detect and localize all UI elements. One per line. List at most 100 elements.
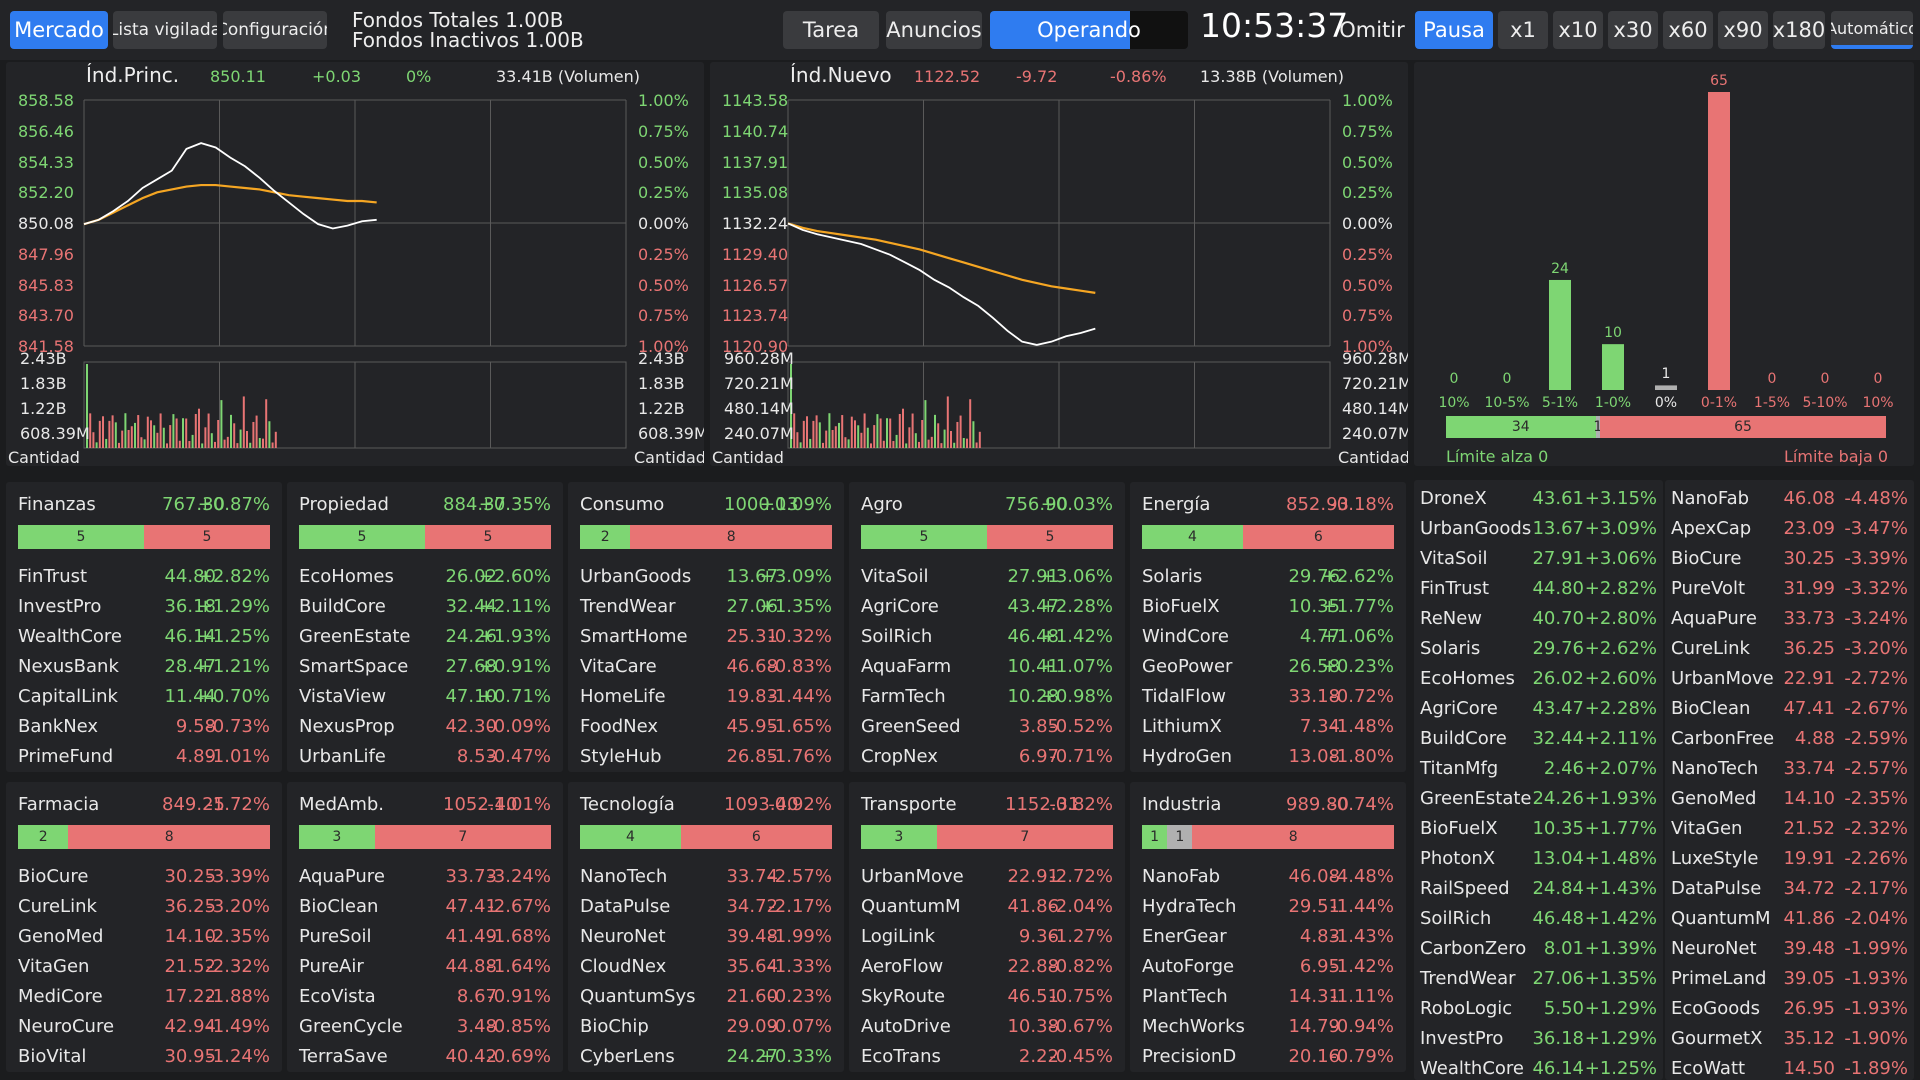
sector-card[interactable]: Transporte 1152.31 -0.82% 3 7 UrbanMove 22.91-… <box>849 782 1125 1072</box>
list-item[interactable]: TitanMfg 2.46 +2.07% <box>1420 758 1657 780</box>
list-item[interactable]: NanoTech 33.74 -2.57% <box>1671 758 1908 780</box>
list-item[interactable]: VitaSoil 27.91 +3.06% <box>1420 548 1657 570</box>
list-item[interactable]: PhotonX 13.04 +1.48% <box>1420 848 1657 870</box>
stock-row[interactable]: GreenSeed 3.85 -0.52% <box>861 716 1113 738</box>
stock-row[interactable]: BioClean 47.41 -2.67% <box>299 896 551 918</box>
stock-row[interactable]: EcoTrans 2.22 -0.45% <box>861 1046 1113 1068</box>
stock-row[interactable]: VitaCare 46.68 -0.83% <box>580 656 832 678</box>
stock-row[interactable]: CureLink 36.25 -3.20% <box>18 896 270 918</box>
stock-row[interactable]: GreenEstate 24.26 +1.93% <box>299 626 551 648</box>
stock-row[interactable]: InvestPro 36.18 +1.29% <box>18 596 270 618</box>
stock-row[interactable]: UrbanGoods 13.67 +3.09% <box>580 566 832 588</box>
list-item[interactable]: GreenEstate 24.26 +1.93% <box>1420 788 1657 810</box>
list-item[interactable]: QuantumM 41.86 -2.04% <box>1671 908 1908 930</box>
list-item[interactable]: EcoGoods 26.95 -1.93% <box>1671 998 1908 1020</box>
speed-x30-button[interactable]: x30 <box>1608 11 1658 49</box>
stock-row[interactable]: PlantTech 14.31 -1.11% <box>1142 986 1394 1008</box>
stock-row[interactable]: WindCore 4.77 +1.06% <box>1142 626 1394 648</box>
list-item[interactable]: UrbanGoods 13.67 +3.09% <box>1420 518 1657 540</box>
list-item[interactable]: AquaPure 33.73 -3.24% <box>1671 608 1908 630</box>
stock-row[interactable]: DataPulse 34.72 -2.17% <box>580 896 832 918</box>
sector-card[interactable]: MedAmb. 1052.40 -1.01% 3 7 AquaPure 33.73 -3.24… <box>287 782 563 1072</box>
tab-settings[interactable]: Configuración <box>223 11 327 49</box>
stock-row[interactable]: MediCore 17.22 -1.88% <box>18 986 270 1008</box>
stock-row[interactable]: GreenCycle 3.48 -0.85% <box>299 1016 551 1038</box>
list-item[interactable]: DataPulse 34.72 -2.17% <box>1671 878 1908 900</box>
speed-x1-button[interactable]: x1 <box>1498 11 1548 49</box>
stock-row[interactable]: TerraSave 40.42 -0.69% <box>299 1046 551 1068</box>
stock-row[interactable]: HydroGen 13.08 -1.80% <box>1142 746 1394 768</box>
list-item[interactable]: DroneX 43.61 +3.15% <box>1420 488 1657 510</box>
stock-row[interactable]: EcoVista 8.67 -0.91% <box>299 986 551 1008</box>
stock-row[interactable]: QuantumSys 21.60 -0.23% <box>580 986 832 1008</box>
list-item[interactable]: EcoHomes 26.02 +2.60% <box>1420 668 1657 690</box>
stock-row[interactable]: FarmTech 10.28 +0.98% <box>861 686 1113 708</box>
stock-row[interactable]: AquaFarm 10.41 +1.07% <box>861 656 1113 678</box>
stock-row[interactable]: HomeLife 19.83 -1.44% <box>580 686 832 708</box>
sector-card[interactable]: Tecnología 1093.40 -0.92% 4 6 NanoTech 33.74 -2… <box>568 782 844 1072</box>
list-item[interactable]: LuxeStyle 19.91 -2.26% <box>1671 848 1908 870</box>
auto-button[interactable]: Automático <box>1831 11 1913 49</box>
stock-row[interactable]: PureAir 44.88 -1.64% <box>299 956 551 978</box>
tab-market[interactable]: Mercado <box>10 11 108 49</box>
stock-row[interactable]: NeuroNet 39.48 -1.99% <box>580 926 832 948</box>
stock-row[interactable]: CyberLens 24.27 +0.33% <box>580 1046 832 1068</box>
stock-row[interactable]: MechWorks 14.79 -0.94% <box>1142 1016 1394 1038</box>
stock-row[interactable]: LithiumX 7.34 -1.48% <box>1142 716 1394 738</box>
stock-row[interactable]: CapitalLink 11.44 +0.70% <box>18 686 270 708</box>
tab-watchlist[interactable]: Lista vigilada <box>113 11 217 49</box>
stock-row[interactable]: NeuroCure 42.94 -1.49% <box>18 1016 270 1038</box>
stock-row[interactable]: PureSoil 41.49 -1.68% <box>299 926 551 948</box>
sector-card[interactable]: Energía 852.93 -0.18% 4 6 Solaris 29.76 +2.62% B… <box>1130 482 1406 772</box>
speed-x180-button[interactable]: x180 <box>1773 11 1825 49</box>
list-item[interactable]: CarbonFree 4.88 -2.59% <box>1671 728 1908 750</box>
list-item[interactable]: RailSpeed 24.84 +1.43% <box>1420 878 1657 900</box>
pause-button[interactable]: Pausa <box>1415 11 1493 49</box>
speed-x10-button[interactable]: x10 <box>1553 11 1603 49</box>
stock-row[interactable]: AquaPure 33.73 -3.24% <box>299 866 551 888</box>
stock-row[interactable]: SkyRoute 46.51 -0.75% <box>861 986 1113 1008</box>
list-item[interactable]: BioClean 47.41 -2.67% <box>1671 698 1908 720</box>
list-item[interactable]: NeuroNet 39.48 -1.99% <box>1671 938 1908 960</box>
stock-row[interactable]: FoodNex 45.95 -1.65% <box>580 716 832 738</box>
stock-row[interactable]: FinTrust 44.80 +2.82% <box>18 566 270 588</box>
sector-card[interactable]: Propiedad 884.37 +0.35% 5 5 EcoHomes 26.02 +2.6… <box>287 482 563 772</box>
stock-row[interactable]: StyleHub 26.85 -1.76% <box>580 746 832 768</box>
list-item[interactable]: Solaris 29.76 +2.62% <box>1420 638 1657 660</box>
list-item[interactable]: FinTrust 44.80 +2.82% <box>1420 578 1657 600</box>
stock-row[interactable]: NexusBank 28.47 +1.21% <box>18 656 270 678</box>
list-item[interactable]: AgriCore 43.47 +2.28% <box>1420 698 1657 720</box>
list-item[interactable]: UrbanMove 22.91 -2.72% <box>1671 668 1908 690</box>
stock-row[interactable]: CloudNex 35.64 -1.33% <box>580 956 832 978</box>
news-button[interactable]: Anuncios <box>886 11 982 49</box>
stock-row[interactable]: PrecisionD 20.16 -0.79% <box>1142 1046 1394 1068</box>
stock-row[interactable]: GenoMed 14.10 -2.35% <box>18 926 270 948</box>
stock-row[interactable]: BioCure 30.25 -3.39% <box>18 866 270 888</box>
stock-row[interactable]: BankNex 9.58 -0.73% <box>18 716 270 738</box>
stock-row[interactable]: SmartHome 25.31 -0.32% <box>580 626 832 648</box>
list-item[interactable]: CarbonZero 8.01 +1.39% <box>1420 938 1657 960</box>
stock-row[interactable]: AeroFlow 22.88 -0.82% <box>861 956 1113 978</box>
list-item[interactable]: PrimeLand 39.05 -1.93% <box>1671 968 1908 990</box>
list-item[interactable]: GourmetX 35.12 -1.90% <box>1671 1028 1908 1050</box>
stock-row[interactable]: BuildCore 32.44 +2.11% <box>299 596 551 618</box>
sector-card[interactable]: Agro 756.90 +0.03% 5 5 VitaSoil 27.91 +3.06% Agr… <box>849 482 1125 772</box>
list-item[interactable]: WealthCore 46.14 +1.25% <box>1420 1058 1657 1080</box>
sector-card[interactable]: Finanzas 767.30 +0.87% 5 5 FinTrust 44.80 +2.82… <box>6 482 282 772</box>
list-item[interactable]: EcoWatt 14.50 -1.89% <box>1671 1058 1908 1080</box>
stock-row[interactable]: VitaGen 21.52 -2.32% <box>18 956 270 978</box>
stock-row[interactable]: VitaSoil 27.91 +3.06% <box>861 566 1113 588</box>
stock-row[interactable]: SmartSpace 27.68 +0.91% <box>299 656 551 678</box>
list-item[interactable]: GenoMed 14.10 -2.35% <box>1671 788 1908 810</box>
stock-row[interactable]: EnerGear 4.83 -1.43% <box>1142 926 1394 948</box>
sector-card[interactable]: Consumo 1000.13 +0.09% 2 8 UrbanGoods 13.67 +3.… <box>568 482 844 772</box>
stock-row[interactable]: BioVital 30.95 -1.24% <box>18 1046 270 1068</box>
speed-x90-button[interactable]: x90 <box>1718 11 1768 49</box>
stock-row[interactable]: BioChip 29.09 -0.07% <box>580 1016 832 1038</box>
list-item[interactable]: CureLink 36.25 -3.20% <box>1671 638 1908 660</box>
list-item[interactable]: BioCure 30.25 -3.39% <box>1671 548 1908 570</box>
stock-row[interactable]: NexusProp 42.30 -0.09% <box>299 716 551 738</box>
stock-row[interactable]: EcoHomes 26.02 +2.60% <box>299 566 551 588</box>
stock-row[interactable]: AgriCore 43.47 +2.28% <box>861 596 1113 618</box>
list-item[interactable]: RoboLogic 5.50 +1.29% <box>1420 998 1657 1020</box>
